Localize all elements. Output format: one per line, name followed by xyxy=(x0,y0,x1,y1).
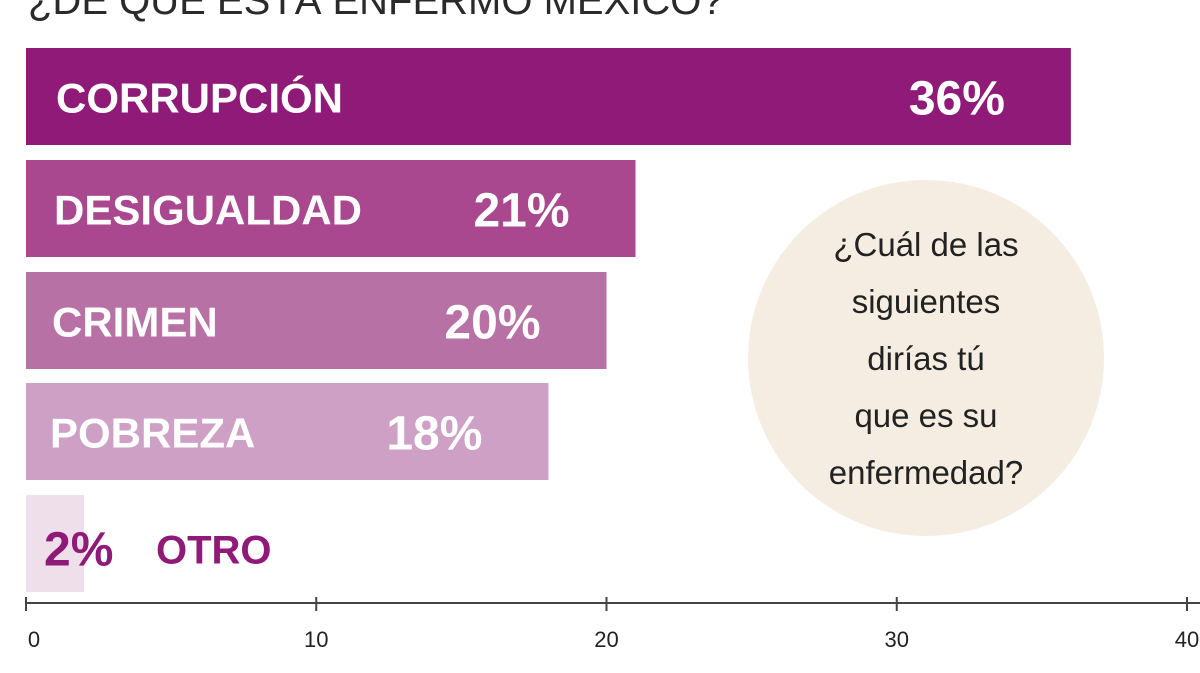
chart-title: ¿DE QUÉ ESTÁ ENFERMO MÉXICO? xyxy=(28,0,724,23)
question-line-1: ¿Cuál de las xyxy=(833,226,1018,263)
x-axis: 0 10 20 30 40 xyxy=(25,597,1200,652)
bar-label-crimen: CRIMEN xyxy=(52,299,218,346)
value-label-desigualdad: 21% xyxy=(473,185,569,238)
bar-crimen xyxy=(26,272,607,369)
x-tick-label-10: 10 xyxy=(304,627,328,652)
bar-label-pobreza: POBREZA xyxy=(50,410,255,457)
value-label-corrupcion: 36% xyxy=(909,73,1005,126)
x-tick-label-0: 0 xyxy=(28,627,40,652)
question-annotation: ¿Cuál de las siguientes dirías tú que es su… xyxy=(748,180,1104,536)
question-line-2: siguientes xyxy=(852,283,1001,320)
question-line-3: dirías tú xyxy=(867,340,984,377)
bar-corrupcion xyxy=(26,48,1071,145)
bar-label-desigualdad: DESIGUALDAD xyxy=(54,187,362,234)
x-tick-label-30: 30 xyxy=(885,627,909,652)
x-tick-label-40: 40 xyxy=(1175,627,1199,652)
bar-label-corrupcion: CORRUPCIÓN xyxy=(56,74,343,122)
value-label-pobreza: 18% xyxy=(386,408,482,461)
question-circle xyxy=(748,180,1104,536)
value-label-otro: 2% xyxy=(44,524,113,577)
x-tick-label-20: 20 xyxy=(594,627,618,652)
bar-label-otro: OTRO xyxy=(156,529,272,573)
bars-group: CORRUPCIÓN 36% DESIGUALDAD 21% CRIMEN 20% POBR… xyxy=(26,48,1071,592)
bar-desigualdad xyxy=(26,160,636,257)
value-label-crimen: 20% xyxy=(444,297,540,350)
bar-otro xyxy=(26,495,85,592)
question-line-5: enfermedad? xyxy=(829,454,1023,491)
question-line-4: que es su xyxy=(854,397,997,434)
bar-pobreza xyxy=(26,383,549,480)
